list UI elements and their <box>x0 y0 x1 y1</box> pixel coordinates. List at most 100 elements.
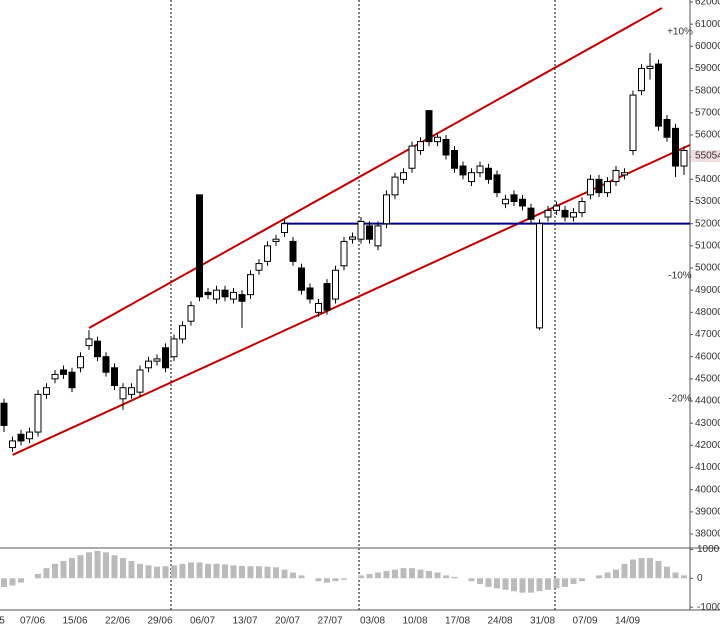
candle-body <box>374 225 382 247</box>
y-tick-label: 52000 <box>695 218 720 229</box>
histogram-bar <box>409 568 415 579</box>
x-tick-label: 06/07 <box>190 616 215 627</box>
candle-body <box>408 145 416 169</box>
candle-body <box>128 387 135 395</box>
histogram-bar <box>188 562 194 579</box>
histogram-bar <box>528 578 534 593</box>
candle-body <box>451 150 458 169</box>
x-tick-label: 13/07 <box>232 616 257 627</box>
candle-body <box>289 240 297 262</box>
histogram-bar <box>298 575 305 579</box>
candle-body <box>68 371 76 389</box>
candle-body <box>247 274 254 296</box>
histogram-bar <box>128 560 135 579</box>
histogram-bar <box>383 571 390 579</box>
candle-body <box>162 347 169 369</box>
candle-body <box>306 287 314 300</box>
histogram-bar <box>77 555 84 579</box>
histogram-bar <box>230 565 237 579</box>
y-tick-label: 40000 <box>695 484 720 495</box>
candle-body <box>434 136 441 143</box>
candle-body <box>417 141 424 152</box>
candle-body <box>425 110 433 143</box>
histogram-bar <box>315 578 322 582</box>
histogram-bar <box>630 559 636 579</box>
candle-body <box>621 172 628 176</box>
histogram-bar <box>468 578 475 582</box>
histogram-bar <box>400 568 407 579</box>
histogram-bar <box>273 567 279 579</box>
histogram-bar <box>536 578 543 592</box>
x-tick-label: 31/08 <box>530 616 555 627</box>
candle-body <box>204 291 212 296</box>
x-tick-label: 24/08 <box>487 616 512 627</box>
candle-body <box>502 198 509 205</box>
candle-body <box>570 212 577 218</box>
candle-body <box>383 194 390 225</box>
histogram-bar <box>179 563 186 579</box>
histogram-bar <box>137 563 143 579</box>
histogram-bar <box>9 578 16 586</box>
candle-body <box>60 369 67 375</box>
histogram-bar <box>485 578 492 587</box>
candle-body <box>196 194 203 298</box>
histogram-bar <box>18 578 24 583</box>
histogram-bar <box>332 578 339 582</box>
candle-body <box>43 387 50 395</box>
candle-body <box>468 172 475 183</box>
histogram-bar <box>103 552 109 579</box>
histogram-bar <box>434 572 441 579</box>
y-tick-label: 49000 <box>695 285 720 296</box>
candle-body <box>400 172 407 180</box>
histogram-bar <box>375 572 381 579</box>
candle-body <box>230 291 237 300</box>
histogram-bar <box>247 566 254 579</box>
candle-body <box>332 269 339 300</box>
candle-body <box>357 220 365 240</box>
histogram-bar <box>494 578 500 589</box>
histogram-bar <box>145 565 152 579</box>
candle-body <box>349 236 356 240</box>
histogram-bar <box>366 573 373 579</box>
histogram-bar <box>213 563 220 579</box>
last-price-label: 55054 <box>695 151 720 162</box>
candle-body <box>553 205 560 211</box>
histogram-bar <box>94 550 101 579</box>
y-tick-label: 59000 <box>695 63 720 74</box>
histogram-bar <box>579 578 585 582</box>
histogram-bar <box>69 558 75 579</box>
histogram-bar <box>264 566 271 579</box>
histogram-bar <box>111 555 118 579</box>
histogram-bar <box>570 578 577 585</box>
annotation: -20% <box>668 394 691 405</box>
y-tick-label: 54000 <box>695 174 720 185</box>
x-tick-label: 15/06 <box>62 616 87 627</box>
histogram-bar <box>621 563 628 579</box>
y-tick-label: 46000 <box>695 351 720 362</box>
candle-body <box>672 127 679 167</box>
y-tick-label: 58000 <box>695 85 720 96</box>
candle-body <box>340 240 348 267</box>
candle-body <box>34 393 42 433</box>
candle-body <box>0 402 8 426</box>
histogram-bar <box>281 569 288 579</box>
y-tick-label: 44000 <box>695 396 720 407</box>
x-tick-label: 10/08 <box>402 616 427 627</box>
candle-body <box>442 138 450 156</box>
histogram-bar <box>52 563 58 579</box>
y-tick-label: 43000 <box>695 418 720 429</box>
histogram-bar <box>358 575 364 579</box>
candle-body <box>561 209 569 218</box>
candle-body <box>323 283 331 311</box>
candle-body <box>51 373 59 380</box>
histogram-bar <box>502 578 509 590</box>
candle-body <box>272 238 280 242</box>
candle-body <box>663 118 671 138</box>
histogram-bar <box>562 578 568 587</box>
candle-body <box>646 65 654 70</box>
histogram-bar <box>205 563 211 579</box>
x-tick-label: 07/06 <box>20 616 45 627</box>
histogram-bar <box>681 575 687 579</box>
x-tick-label: 5 <box>0 616 5 627</box>
